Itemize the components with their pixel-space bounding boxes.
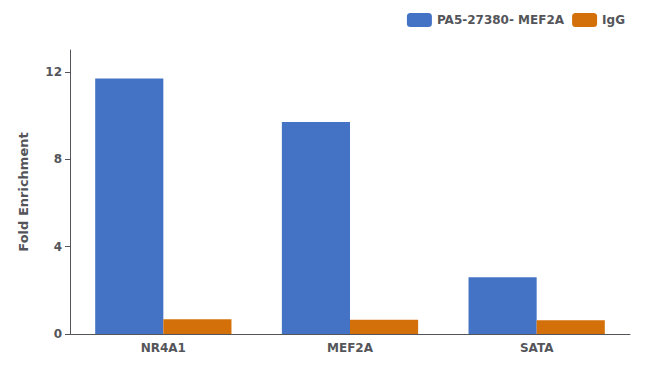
svg-text:0: 0 xyxy=(54,327,62,341)
svg-text:MEF2A: MEF2A xyxy=(327,341,374,355)
svg-text:NR4A1: NR4A1 xyxy=(141,341,186,355)
svg-text:PA5-27380- MEF2A: PA5-27380- MEF2A xyxy=(437,13,565,27)
svg-text:IgG: IgG xyxy=(602,13,625,27)
svg-text:4: 4 xyxy=(54,240,62,254)
svg-text:Fold Enrichment: Fold Enrichment xyxy=(16,132,31,251)
svg-text:12: 12 xyxy=(45,65,62,79)
svg-text:8: 8 xyxy=(54,152,62,166)
svg-text:SATA: SATA xyxy=(520,341,554,355)
